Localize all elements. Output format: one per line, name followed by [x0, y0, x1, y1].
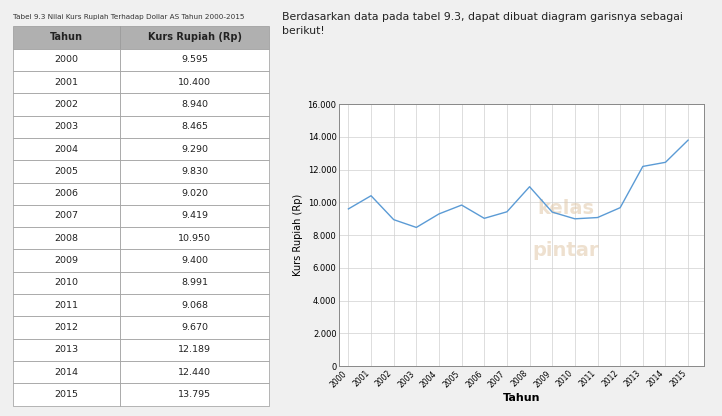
Text: Tabel 9.3 Nilai Kurs Rupiah Terhadap Dollar AS Tahun 2000-2015: Tabel 9.3 Nilai Kurs Rupiah Terhadap Dol…	[12, 14, 244, 20]
Bar	[12, 227, 121, 250]
Bar	[12, 384, 121, 406]
Bar	[121, 250, 269, 272]
Text: Kurs Rupiah (Rp): Kurs Rupiah (Rp)	[147, 32, 242, 42]
Text: 2008: 2008	[54, 234, 79, 243]
Text: 9.419: 9.419	[181, 211, 208, 220]
Text: 9.290: 9.290	[181, 144, 208, 154]
Bar	[121, 183, 269, 205]
Bar	[121, 294, 269, 317]
Bar	[121, 317, 269, 339]
Bar	[121, 160, 269, 183]
Bar	[12, 317, 121, 339]
Text: 9.670: 9.670	[181, 323, 208, 332]
Bar	[12, 294, 121, 317]
Bar	[121, 116, 269, 138]
Text: 8.465: 8.465	[181, 122, 208, 131]
Bar	[121, 384, 269, 406]
Text: 9.595: 9.595	[181, 55, 208, 64]
Bar	[121, 93, 269, 116]
Text: 2009: 2009	[54, 256, 79, 265]
Bar	[121, 272, 269, 294]
Bar	[121, 227, 269, 250]
Text: Berdasarkan data pada tabel 9.3, dapat dibuat diagram garisnya sebagai
berikut!: Berdasarkan data pada tabel 9.3, dapat d…	[282, 12, 682, 37]
Text: 2003: 2003	[54, 122, 79, 131]
Bar	[12, 160, 121, 183]
Text: 9.068: 9.068	[181, 301, 208, 310]
Bar	[12, 272, 121, 294]
Y-axis label: Kurs Rupiah (Rp): Kurs Rupiah (Rp)	[293, 194, 303, 276]
Bar	[12, 183, 121, 205]
Bar	[12, 26, 121, 49]
Text: 10.400: 10.400	[178, 78, 211, 87]
Text: 2011: 2011	[54, 301, 79, 310]
Text: 2010: 2010	[54, 278, 79, 287]
Bar	[12, 138, 121, 160]
Text: 13.795: 13.795	[178, 390, 212, 399]
Text: 12.189: 12.189	[178, 345, 211, 354]
Bar	[12, 339, 121, 361]
Bar	[12, 250, 121, 272]
Bar	[12, 71, 121, 93]
X-axis label: Tahun: Tahun	[503, 393, 540, 403]
Text: 2015: 2015	[54, 390, 79, 399]
Bar	[12, 49, 121, 71]
Text: 12.440: 12.440	[178, 368, 211, 377]
Text: kelas: kelas	[537, 199, 594, 218]
Bar	[121, 71, 269, 93]
Bar	[121, 339, 269, 361]
Text: 8.991: 8.991	[181, 278, 208, 287]
Text: 2014: 2014	[54, 368, 79, 377]
Bar	[12, 361, 121, 384]
Bar	[12, 205, 121, 227]
Text: 2013: 2013	[54, 345, 79, 354]
Bar	[121, 138, 269, 160]
Bar	[121, 361, 269, 384]
Bar	[12, 93, 121, 116]
Text: 10.950: 10.950	[178, 234, 211, 243]
Text: 2001: 2001	[54, 78, 79, 87]
Text: 2007: 2007	[54, 211, 79, 220]
Bar	[121, 205, 269, 227]
Text: 9.020: 9.020	[181, 189, 208, 198]
Text: 2012: 2012	[54, 323, 79, 332]
Text: Tahun: Tahun	[50, 32, 83, 42]
Text: 8.940: 8.940	[181, 100, 208, 109]
Text: 9.830: 9.830	[181, 167, 208, 176]
Text: 2006: 2006	[54, 189, 79, 198]
Text: 9.400: 9.400	[181, 256, 208, 265]
Bar	[121, 49, 269, 71]
Text: 2002: 2002	[54, 100, 79, 109]
Bar	[121, 26, 269, 49]
Bar	[12, 116, 121, 138]
Text: 2005: 2005	[54, 167, 79, 176]
Text: 2004: 2004	[54, 144, 79, 154]
Text: 2000: 2000	[54, 55, 79, 64]
Text: pintar: pintar	[532, 241, 599, 260]
